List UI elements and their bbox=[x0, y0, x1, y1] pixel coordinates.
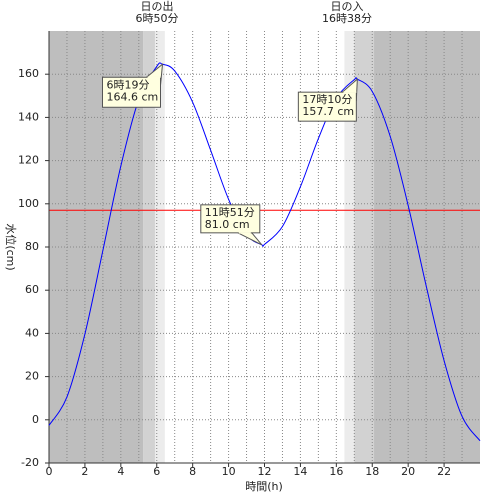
x-tick-label: 12 bbox=[258, 465, 272, 478]
x-axis-label: 時間(h) bbox=[245, 480, 283, 493]
x-tick-label: 2 bbox=[81, 465, 88, 478]
x-tick-label: 22 bbox=[437, 465, 451, 478]
y-tick-label: 120 bbox=[18, 154, 39, 167]
y-tick-label: 100 bbox=[18, 197, 39, 210]
tide-line bbox=[48, 62, 481, 442]
x-tick-label: 0 bbox=[46, 465, 53, 478]
annotation-text: 6時19分 bbox=[106, 78, 149, 91]
sun-label: 6時50分 bbox=[136, 12, 179, 25]
x-tick-label: 16 bbox=[329, 465, 343, 478]
y-tick-label: 160 bbox=[18, 67, 39, 80]
daylight-band bbox=[154, 31, 165, 463]
x-tick-label: 10 bbox=[222, 465, 236, 478]
x-tick-label: 4 bbox=[117, 465, 124, 478]
x-tick-label: 6 bbox=[153, 465, 160, 478]
annotation-box bbox=[200, 204, 261, 234]
annotation-box bbox=[101, 76, 161, 108]
y-tick-label: -20 bbox=[21, 456, 39, 469]
x-tick-label: 20 bbox=[401, 465, 415, 478]
sun-label: 日の出 bbox=[141, 0, 174, 13]
x-tick-label: 8 bbox=[189, 465, 196, 478]
x-tick-label: 18 bbox=[365, 465, 379, 478]
y-axis-label: 水位(cm) bbox=[4, 223, 18, 270]
y-tick-label: 80 bbox=[25, 240, 39, 253]
annotation-box bbox=[297, 91, 357, 122]
annotation-text: 157.7 cm bbox=[302, 105, 354, 118]
y-tick-label: 0 bbox=[32, 413, 39, 426]
y-tick-label: 40 bbox=[25, 326, 39, 339]
sun-label: 日の入 bbox=[331, 0, 364, 13]
y-tick-label: 140 bbox=[18, 110, 39, 123]
y-tick-label: 60 bbox=[25, 283, 39, 296]
annotation-text: 11時51分 bbox=[205, 206, 255, 219]
y-tick-label: 20 bbox=[25, 370, 39, 383]
daylight-band bbox=[143, 31, 155, 463]
x-tick-label: 14 bbox=[293, 465, 307, 478]
annotation-text: 17時10分 bbox=[302, 93, 352, 106]
sun-label: 16時38分 bbox=[322, 12, 372, 25]
annotation-text: 81.0 cm bbox=[205, 218, 250, 231]
annotation-text: 164.6 cm bbox=[106, 90, 158, 103]
